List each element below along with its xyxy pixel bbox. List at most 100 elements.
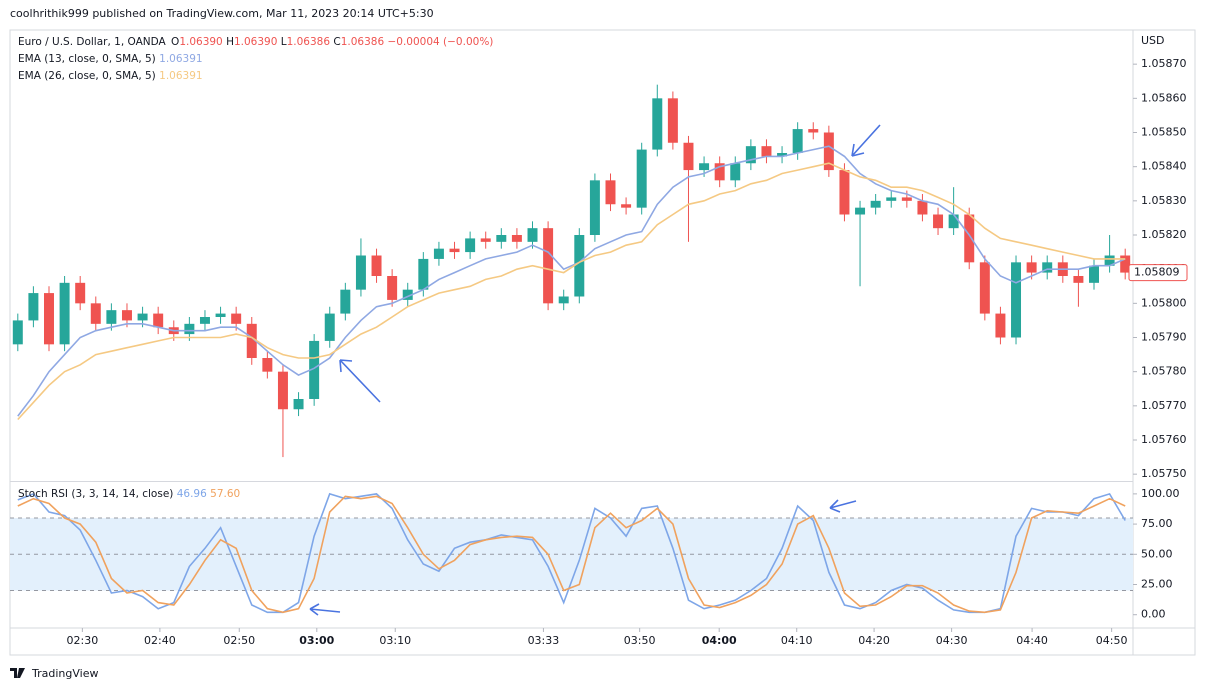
candle-body — [948, 214, 959, 229]
x-tick-label: 04:00 — [702, 634, 737, 647]
candle-body — [90, 303, 101, 324]
candle-body — [543, 228, 554, 304]
candle-body — [761, 146, 772, 157]
legend-name: EMA (26, close, 0, SMA, 5) — [18, 70, 156, 82]
candle-body — [917, 200, 928, 215]
candle-body — [324, 313, 335, 341]
candle-body — [449, 248, 460, 253]
candle-body — [480, 238, 491, 242]
candle-body — [59, 282, 70, 345]
legend-value: 57.60 — [210, 488, 240, 500]
arrow — [339, 359, 381, 403]
y-tick-label: 25.00 — [1141, 578, 1173, 591]
y-tick-label: 1.05770 — [1141, 399, 1187, 412]
arrow — [309, 603, 341, 616]
legend-name: EMA (13, close, 0, SMA, 5) — [18, 53, 156, 65]
x-tick-label: 03:33 — [528, 634, 560, 647]
x-tick-label: 02:40 — [144, 634, 176, 647]
y-tick-label: 100.00 — [1141, 487, 1180, 500]
ohlc-value: 1.06390 — [179, 36, 222, 48]
candle-body — [667, 98, 678, 143]
candle-body — [340, 289, 351, 314]
candle-body — [511, 235, 522, 242]
candle-body — [418, 258, 429, 290]
y-tick-label: 1.05760 — [1141, 433, 1187, 446]
y-tick-label: 1.05800 — [1141, 296, 1187, 309]
x-tick-label: 03:00 — [299, 634, 334, 647]
x-tick-label: 03:50 — [624, 634, 656, 647]
candle-body — [1104, 255, 1115, 266]
candle-body — [1073, 276, 1084, 283]
ohlc-value: 1.06386 — [341, 36, 385, 48]
candle-body — [28, 293, 39, 321]
candle-body — [387, 276, 398, 300]
candle-body — [231, 313, 242, 324]
y-tick-label: 1.05790 — [1141, 331, 1187, 344]
x-tick-label: 04:50 — [1096, 634, 1128, 647]
candle-body — [527, 228, 538, 242]
x-tick-label: 04:40 — [1016, 634, 1048, 647]
line-series — [17, 145, 1126, 417]
candle-body — [808, 129, 819, 133]
candle-body — [1089, 265, 1099, 283]
candle-body — [558, 296, 569, 304]
last-price-label: 1.05809 — [1134, 266, 1180, 279]
candle-body — [823, 132, 834, 171]
candle-body — [1011, 262, 1022, 338]
candle-body — [184, 323, 195, 335]
x-tick-label: 02:30 — [67, 634, 99, 647]
arrow — [851, 124, 881, 157]
ohlc-value: 1.06386 — [287, 36, 331, 48]
candle-body — [106, 310, 117, 324]
line-series — [17, 495, 1126, 614]
y-tick-label: 0.00 — [1141, 608, 1166, 621]
candle-body — [371, 255, 382, 276]
candle-body — [12, 320, 23, 345]
y-tick-label: 1.05850 — [1141, 126, 1187, 139]
candle-body — [355, 255, 366, 290]
y-tick-label: 1.05830 — [1141, 194, 1187, 207]
symbol: Euro / U.S. Dollar, 1, OANDA — [18, 36, 167, 48]
candle-body — [199, 317, 210, 324]
candle-body — [262, 358, 273, 372]
arrow — [829, 499, 857, 513]
publisher: coolhrithik999 published on TradingView.… — [10, 7, 434, 20]
currency: USD — [1141, 34, 1165, 47]
y-tick-label: 1.05860 — [1141, 91, 1187, 104]
candle-body — [121, 310, 132, 321]
symbol-legend: Euro / U.S. Dollar, 1, OANDA O1.06390 H1… — [18, 36, 493, 48]
candle-body — [309, 340, 320, 399]
change: −0.00004 (−0.00%) — [387, 36, 493, 48]
candle-body — [714, 163, 725, 181]
legend-name: Stoch RSI (3, 3, 14, 14, close) — [18, 488, 173, 500]
candle-body — [636, 149, 647, 208]
candle-body — [402, 289, 413, 300]
x-tick-label: 02:50 — [223, 634, 255, 647]
candle-body — [730, 163, 741, 181]
candle-body — [277, 371, 288, 410]
candle-body — [621, 204, 632, 208]
ema-legend: EMA (26, close, 0, SMA, 5) 1.06391 — [18, 70, 203, 82]
candle-body — [933, 214, 944, 229]
brand: TradingView — [31, 667, 98, 680]
candle-body — [1120, 255, 1131, 273]
y-tick-label: 1.05750 — [1141, 467, 1187, 480]
candle-body — [683, 142, 694, 171]
candle-body — [870, 200, 881, 208]
candle-body — [44, 293, 54, 345]
candle-body — [995, 313, 1006, 338]
panes: 1.05750 1.05760 1.05770 1.05780 1.05790 1.058… — [10, 57, 1188, 647]
candle-body — [1026, 262, 1037, 273]
candle-body — [886, 197, 897, 201]
line-series — [17, 492, 1126, 614]
ohlc-label: O — [171, 36, 179, 48]
y-tick-label: 1.05820 — [1141, 228, 1187, 241]
candle-body — [153, 313, 164, 328]
candle-body — [574, 235, 585, 297]
candle-body — [75, 282, 86, 304]
ohlc-value: 1.06390 — [234, 36, 277, 48]
y-tick-label: 1.05870 — [1141, 57, 1187, 70]
brand-logo: TradingView — [10, 667, 98, 680]
candle-body — [605, 180, 616, 205]
